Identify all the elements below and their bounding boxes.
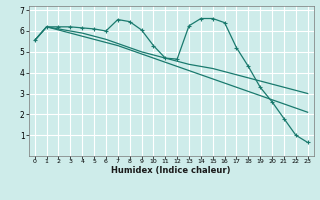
- X-axis label: Humidex (Indice chaleur): Humidex (Indice chaleur): [111, 166, 231, 175]
